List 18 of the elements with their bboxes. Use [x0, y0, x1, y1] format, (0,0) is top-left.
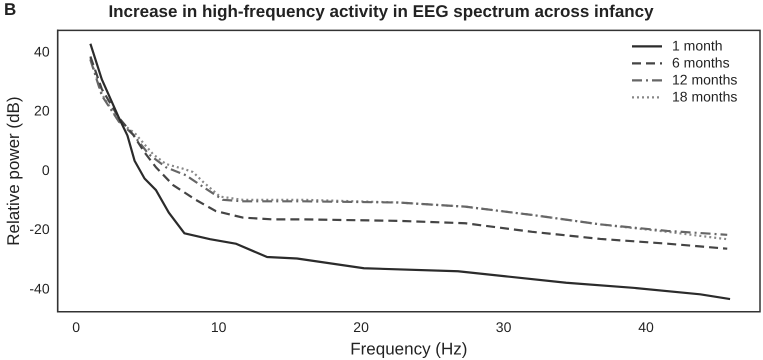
- y-axis-title: Relative power (dB): [4, 96, 23, 246]
- x-tick-label: 30: [496, 319, 512, 336]
- y-tick-label: 40: [34, 43, 50, 60]
- x-tick-label: 20: [353, 319, 370, 336]
- chart-title: Increase in high-frequency activity in EEG spectrum across infancy: [108, 2, 654, 21]
- y-tick-label: 20: [34, 102, 50, 119]
- legend-label: 6 months: [672, 54, 730, 70]
- text: B: [4, 0, 16, 20]
- legend-label: 12 months: [672, 71, 738, 88]
- legend-label: 18 months: [672, 88, 738, 104]
- legend-label: 1 month: [672, 37, 723, 54]
- y-tick-label: -40: [29, 280, 50, 296]
- x-tick-label: 10: [210, 319, 227, 336]
- y-tick-label: 0: [42, 162, 50, 178]
- x-tick-label: 0: [72, 319, 80, 336]
- y-tick-label: -20: [29, 221, 50, 238]
- x-axis-title: Frequency (Hz): [350, 339, 468, 358]
- x-tick-label: 40: [638, 319, 654, 336]
